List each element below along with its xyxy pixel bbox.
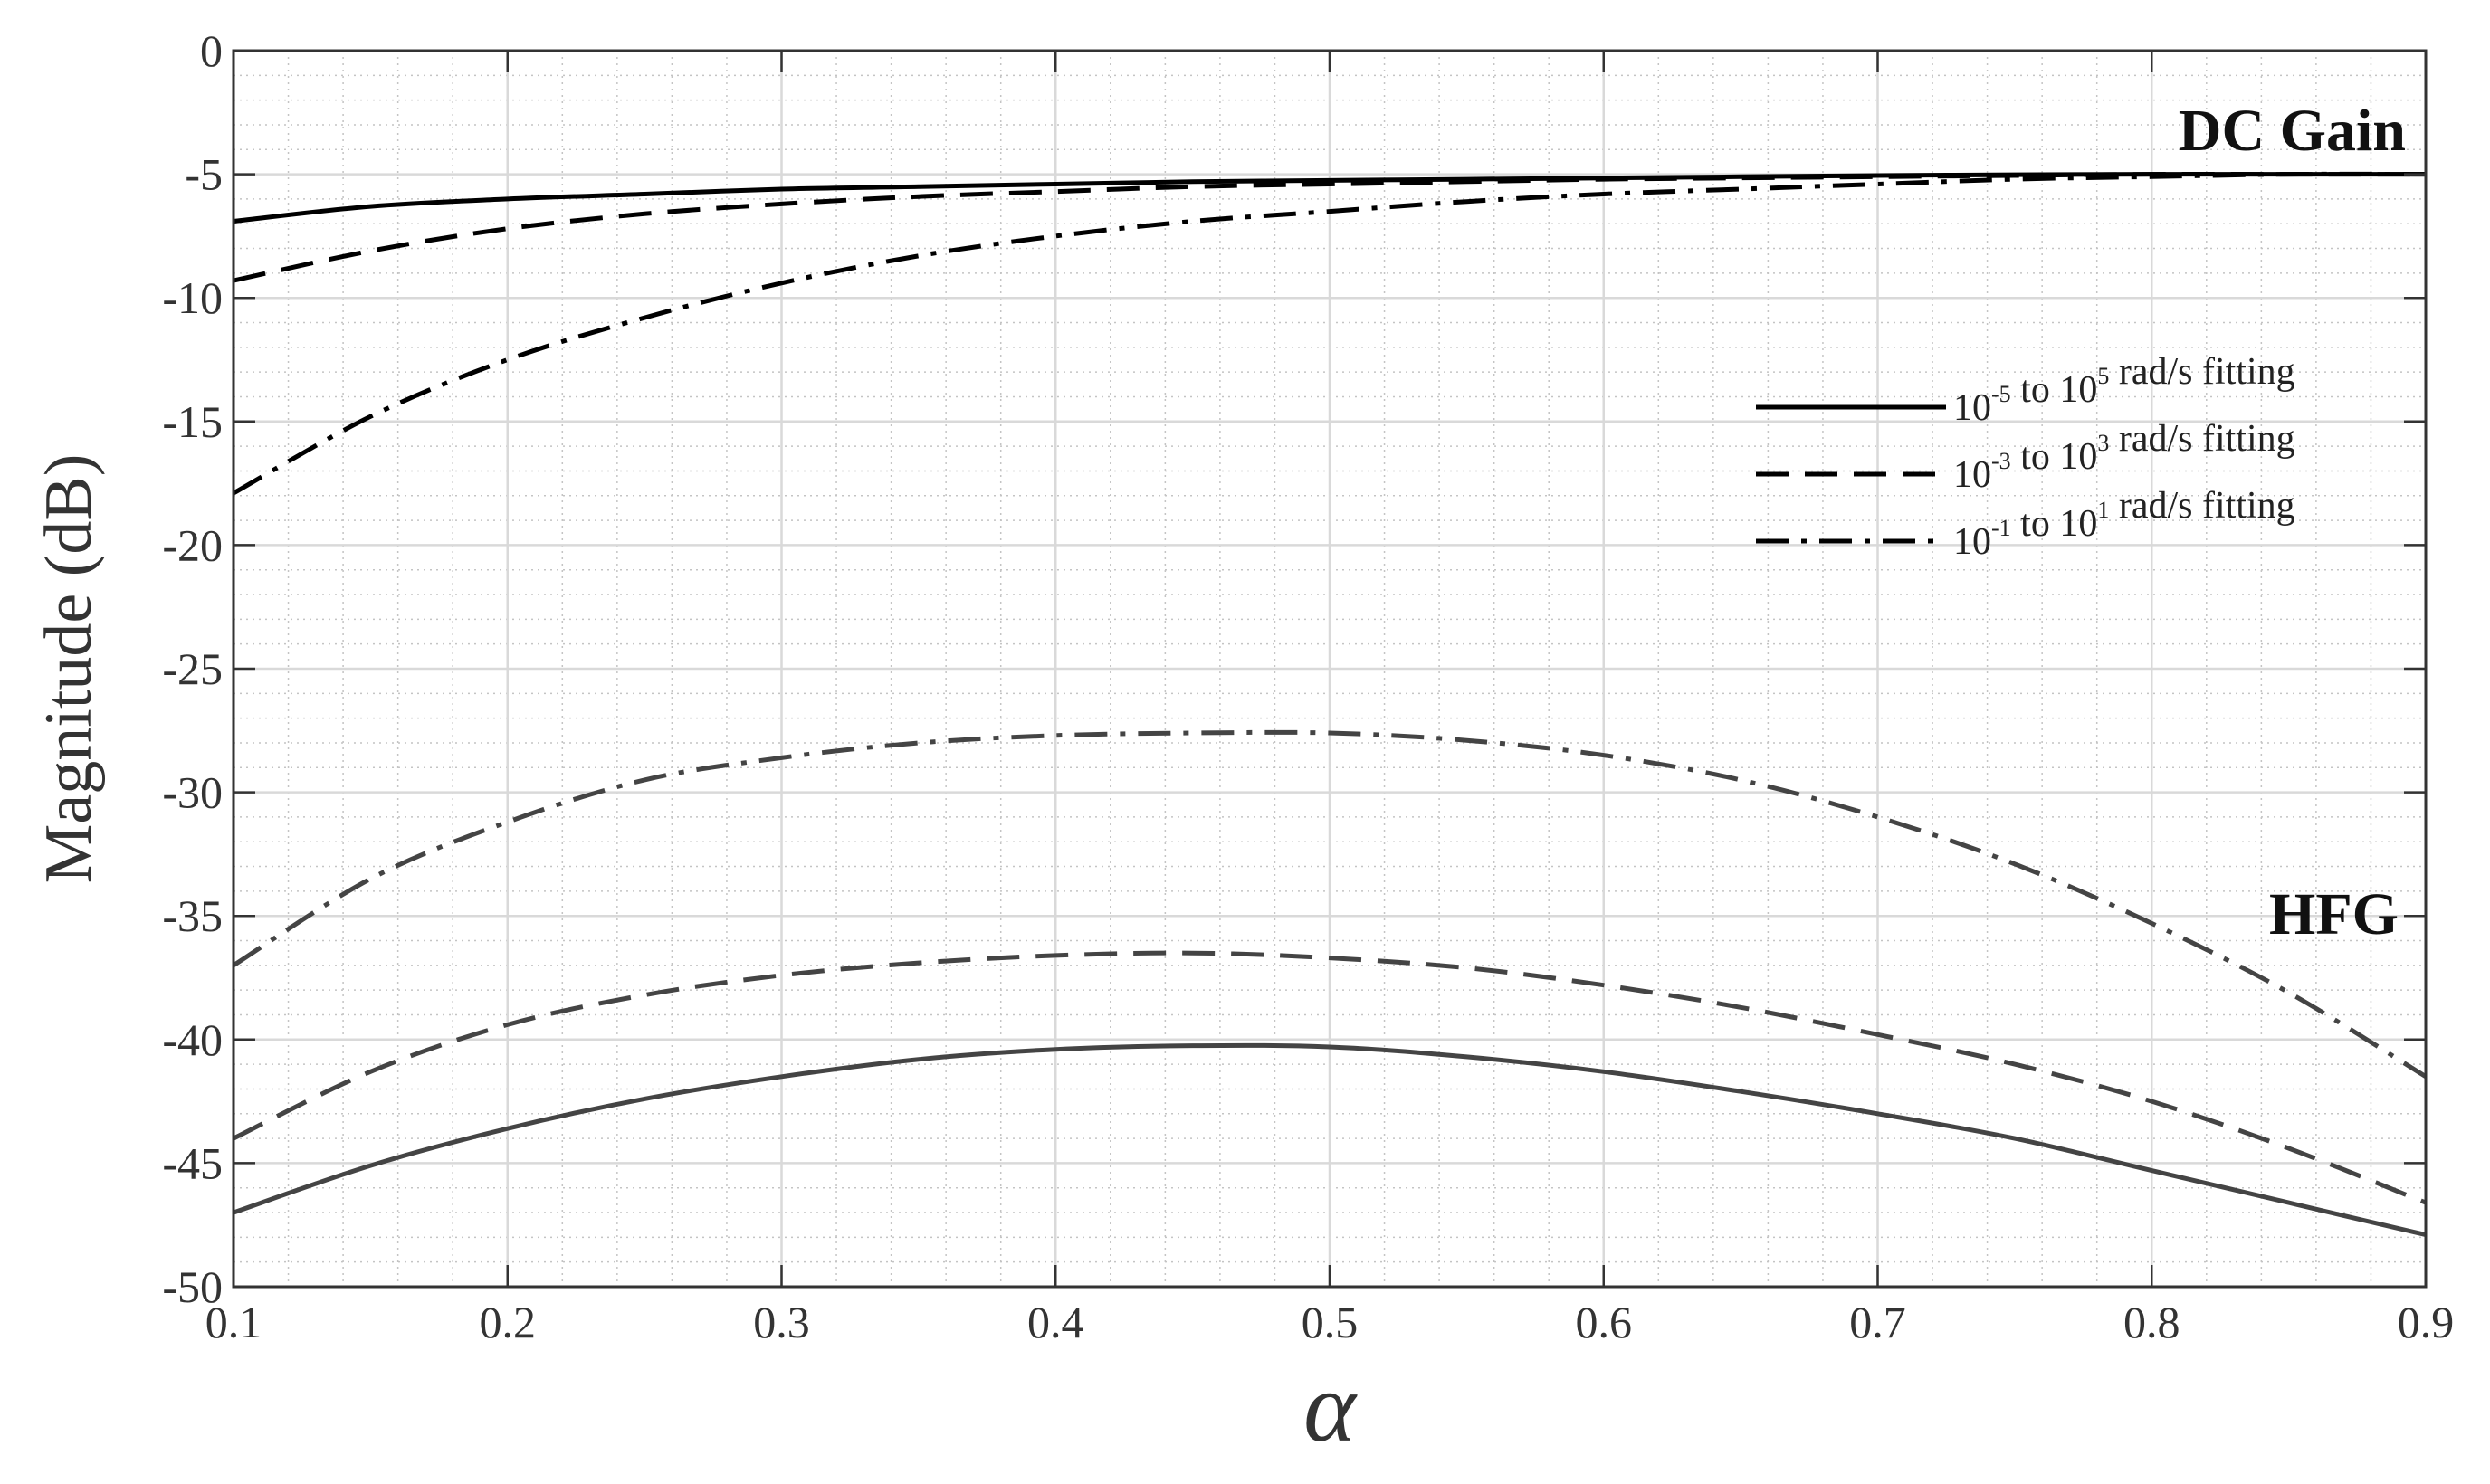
annotation-hfg: HFG — [2269, 881, 2399, 947]
legend-text-part: rad/s fitting — [2109, 351, 2294, 393]
y-tick-label: -50 — [162, 1261, 223, 1312]
x-tick-label: 0.3 — [753, 1297, 810, 1347]
legend-text-part: to 10 — [2011, 369, 2098, 411]
legend-text-part: rad/s fitting — [2109, 418, 2294, 460]
series-line-dc-gain-dashdot — [232, 171, 2427, 496]
x-tick-label: 0.6 — [1576, 1297, 1633, 1347]
x-tick-label: 0.2 — [480, 1297, 537, 1347]
y-tick-label: -20 — [162, 519, 223, 570]
series-layer — [232, 171, 2428, 1238]
y-tick-label: -30 — [162, 767, 223, 818]
x-tick-label: 0.4 — [1027, 1297, 1084, 1347]
y-tick-label: 0 — [200, 25, 223, 76]
tick-marks — [232, 49, 2428, 1289]
legend-exponent: -5 — [1991, 381, 2011, 407]
x-tick-label: 0.7 — [1849, 1297, 1906, 1347]
legend-label: 10-3 to 103 rad/s fitting — [1953, 418, 2295, 496]
y-axis-label: Magnitude (dB) — [32, 454, 106, 884]
legend-exponent: 1 — [2097, 497, 2109, 523]
series-line-hfg-dashdot — [232, 729, 2428, 1079]
legend-label: 10-5 to 105 rad/s fitting — [1953, 351, 2295, 429]
y-tick-label: -25 — [162, 643, 223, 694]
legend-text-part: rad/s fitting — [2109, 485, 2294, 527]
y-tick-labels: 0 -5 -10 -15 -20 -25 -30 -35 -40 -45 -50 — [162, 25, 223, 1312]
y-tick-label: -40 — [162, 1014, 223, 1065]
legend-text-part: to 10 — [2011, 436, 2098, 478]
legend-exponent: -3 — [1991, 448, 2011, 474]
annotation-dc-gain: DC Gain — [2179, 98, 2406, 164]
y-tick-label: -35 — [162, 890, 223, 941]
y-tick-label: -5 — [185, 149, 223, 200]
y-tick-label: -15 — [162, 396, 223, 447]
legend-exponent: 5 — [2097, 363, 2109, 389]
y-tick-label: -45 — [162, 1137, 223, 1188]
legend-text-part: 10 — [1953, 454, 1991, 496]
legend-text-part: to 10 — [2011, 503, 2098, 545]
legend-text-part: 10 — [1953, 521, 1991, 563]
legend-text-part: 10 — [1953, 387, 1991, 429]
x-tick-label: 0.8 — [2123, 1297, 2180, 1347]
legend-exponent: -1 — [1991, 515, 2011, 541]
series-line-hfg-dashed — [232, 950, 2427, 1205]
x-tick-labels: 0.1 0.2 0.3 0.4 0.5 0.6 0.7 0.8 0.9 — [205, 1297, 2455, 1347]
x-tick-label: 0.1 — [205, 1297, 262, 1347]
series-line-hfg-solid — [233, 1042, 2427, 1238]
x-tick-label: 0.5 — [1302, 1297, 1359, 1347]
legend-label: 10-1 to 101 rad/s fitting — [1953, 485, 2295, 563]
y-tick-label: -10 — [162, 272, 223, 323]
series-line-dc-gain-dashed — [233, 172, 2426, 283]
x-axis-label: α — [1303, 1352, 1358, 1462]
legend-exponent: 3 — [2097, 430, 2109, 456]
x-tick-label: 0.9 — [2398, 1297, 2455, 1347]
